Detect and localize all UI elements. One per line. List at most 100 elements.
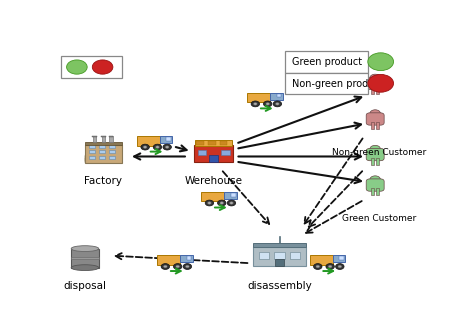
Bar (186, 256, 191, 260)
Bar (198, 150, 206, 155)
Circle shape (156, 146, 159, 148)
Circle shape (368, 74, 393, 92)
Bar (166, 137, 171, 141)
Circle shape (326, 264, 334, 270)
Circle shape (218, 200, 226, 206)
Bar (137, 136, 160, 146)
Bar (270, 92, 283, 100)
Bar (376, 122, 380, 129)
Bar (93, 136, 96, 142)
Bar (376, 158, 380, 165)
Circle shape (66, 60, 87, 74)
Bar (89, 144, 95, 148)
Bar (89, 150, 95, 153)
Circle shape (143, 146, 147, 148)
Circle shape (173, 264, 182, 270)
Bar (101, 136, 105, 142)
Text: Green Customer: Green Customer (342, 214, 416, 223)
Bar (109, 136, 113, 142)
Bar (92, 136, 97, 137)
Bar (84, 156, 122, 161)
Bar (194, 145, 233, 162)
Bar (109, 150, 115, 153)
Circle shape (165, 146, 169, 148)
FancyBboxPatch shape (366, 113, 384, 125)
Circle shape (316, 265, 319, 268)
FancyBboxPatch shape (366, 77, 384, 89)
Circle shape (183, 264, 191, 270)
Text: Factory: Factory (84, 177, 122, 186)
Text: Non-green product: Non-green product (292, 79, 383, 88)
FancyBboxPatch shape (366, 179, 384, 191)
Bar (376, 87, 380, 94)
Text: Werehouse: Werehouse (184, 177, 243, 186)
Bar (71, 257, 99, 259)
Circle shape (227, 200, 236, 206)
Circle shape (186, 265, 189, 268)
Bar (160, 136, 173, 143)
Bar (247, 92, 270, 102)
Bar (371, 158, 374, 165)
Circle shape (370, 110, 381, 117)
Circle shape (368, 53, 393, 71)
Circle shape (338, 265, 342, 268)
Bar (259, 251, 269, 259)
Bar (371, 122, 374, 129)
Circle shape (205, 200, 214, 206)
Circle shape (164, 265, 167, 268)
Bar (290, 251, 301, 259)
Circle shape (370, 145, 381, 153)
FancyBboxPatch shape (61, 56, 122, 78)
Circle shape (230, 202, 233, 204)
Circle shape (328, 265, 332, 268)
Bar (310, 255, 333, 265)
Bar (101, 136, 106, 137)
Bar (230, 193, 236, 197)
Bar (99, 156, 105, 159)
Bar (224, 192, 237, 199)
Bar (84, 155, 122, 159)
Bar (84, 145, 122, 163)
Circle shape (153, 144, 162, 150)
Bar (201, 192, 224, 201)
FancyBboxPatch shape (285, 51, 368, 73)
Circle shape (273, 101, 282, 107)
Bar (371, 87, 374, 94)
Bar (220, 141, 228, 146)
Text: Non-green Customer: Non-green Customer (332, 148, 426, 157)
Circle shape (336, 264, 344, 270)
Bar (99, 144, 105, 148)
Bar (109, 144, 115, 148)
Circle shape (370, 176, 381, 183)
Bar (71, 248, 99, 268)
Circle shape (251, 101, 260, 107)
Bar (254, 248, 306, 266)
Bar (180, 255, 192, 262)
Bar (195, 140, 232, 146)
Bar (109, 136, 113, 137)
Bar (275, 259, 284, 266)
Circle shape (141, 144, 149, 150)
Circle shape (161, 264, 170, 270)
Ellipse shape (71, 265, 99, 271)
Bar (376, 188, 380, 195)
Bar (84, 159, 122, 163)
Bar (197, 141, 204, 146)
Bar (99, 150, 105, 153)
Ellipse shape (71, 246, 99, 251)
Circle shape (220, 202, 224, 204)
Bar (84, 142, 122, 145)
Circle shape (254, 103, 257, 105)
Bar (333, 255, 345, 262)
Circle shape (208, 202, 211, 204)
FancyBboxPatch shape (285, 73, 368, 94)
FancyBboxPatch shape (366, 148, 384, 161)
Bar (254, 243, 306, 248)
Circle shape (92, 60, 113, 74)
Bar (276, 93, 282, 97)
Bar (339, 256, 344, 260)
Circle shape (264, 101, 272, 107)
Circle shape (266, 103, 269, 105)
Text: disposal: disposal (64, 280, 107, 291)
Bar (89, 156, 95, 159)
